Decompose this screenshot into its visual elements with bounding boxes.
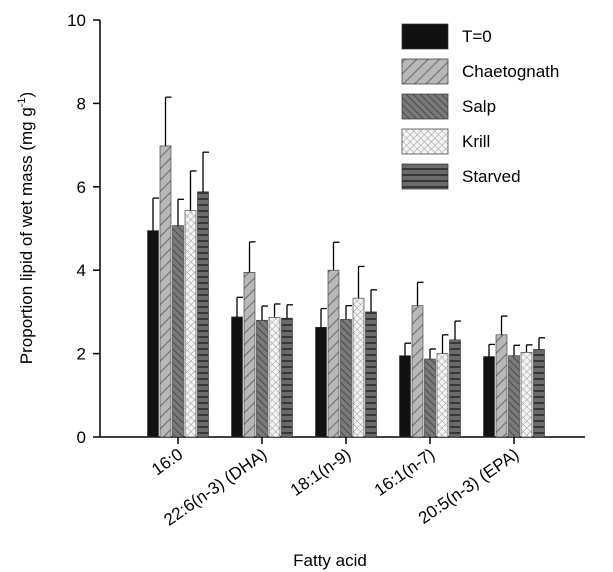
x-tick-label: 16:1(n-7) <box>371 445 438 500</box>
y-tick-label: 6 <box>77 178 86 197</box>
y-tick-label: 10 <box>67 11 86 30</box>
y-ticks: 0 2 4 6 8 10 <box>67 11 100 447</box>
legend-label: Chaetognath <box>462 62 559 81</box>
legend-swatch <box>401 58 449 85</box>
x-tick-label: 18:1(n-9) <box>287 445 354 500</box>
bar-krill <box>352 297 365 438</box>
bar-salp <box>424 358 436 438</box>
bar-salp <box>256 319 268 438</box>
bar-chaetognath <box>495 334 508 438</box>
legend-label: T=0 <box>462 27 492 46</box>
bar-t-0 <box>147 230 159 438</box>
y-tick-label: 2 <box>77 345 86 364</box>
bar-chaetognath <box>411 305 424 438</box>
legend: T=0 Chaetognath Salp Krill Starved <box>401 23 559 190</box>
legend-swatch <box>401 163 449 190</box>
bar-starved <box>449 339 461 438</box>
y-tick-label: 8 <box>77 94 86 113</box>
legend-swatch <box>401 23 449 50</box>
y-tick-label: 0 <box>77 428 86 447</box>
bar-starved <box>365 311 377 438</box>
y-axis-label: Proportion lipid of wet mass (mg g-1) <box>16 92 36 364</box>
bar-t-0 <box>483 356 495 438</box>
bar-salp <box>172 225 184 438</box>
legend-label: Starved <box>462 167 521 186</box>
legend-swatch <box>401 128 449 155</box>
bar-starved <box>533 349 545 438</box>
y-tick-label: 4 <box>77 261 86 280</box>
bar-krill <box>436 353 449 438</box>
bar-krill <box>184 210 197 438</box>
legend-label: Salp <box>462 97 496 116</box>
x-ticks: 16:022:6(n-3) (DHA) 18:1(n-9) 16:1(n-7)20:… <box>148 437 522 530</box>
legend-label: Krill <box>462 132 490 151</box>
y-axis-label-main: Proportion lipid of wet mass (mg g <box>17 107 36 364</box>
bar-starved <box>197 191 209 438</box>
bar-chaetognath <box>243 271 256 438</box>
x-axis-label: Fatty acid <box>293 551 367 570</box>
bar-t-0 <box>315 327 327 438</box>
bars <box>147 96 545 438</box>
y-axis-label-superscript: -1 <box>16 97 28 107</box>
bar-salp <box>508 355 520 438</box>
bar-salp <box>340 319 352 438</box>
bar-t-0 <box>399 355 411 438</box>
legend-swatch <box>401 93 449 120</box>
bar-t-0 <box>231 316 243 438</box>
bar-chaetognath <box>159 145 172 438</box>
y-axis-label-close: ) <box>17 92 36 98</box>
bar-starved <box>281 317 293 438</box>
bar-krill <box>268 317 281 438</box>
x-tick-label: 16:0 <box>148 445 186 480</box>
bar-chaetognath <box>327 269 340 438</box>
bar-krill <box>520 352 533 438</box>
